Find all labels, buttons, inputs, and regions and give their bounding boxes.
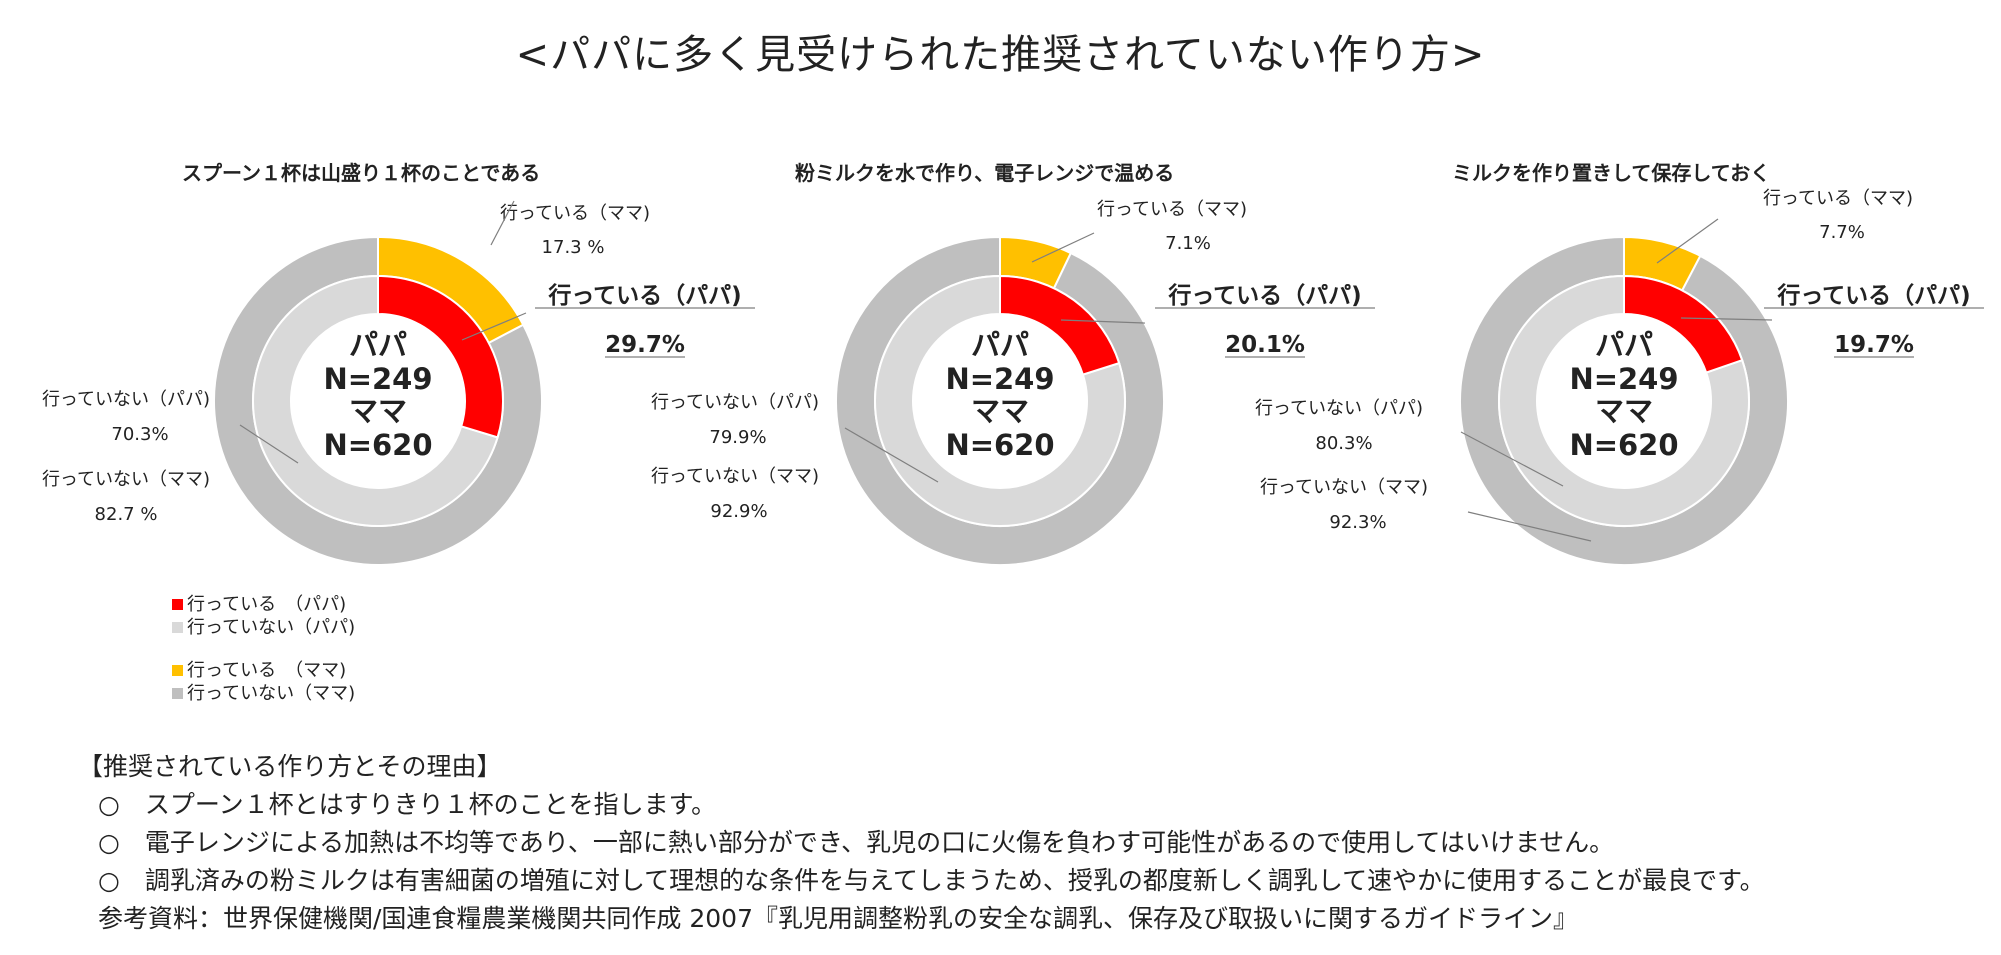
chart-2-center-text: N=249 — [945, 362, 1054, 396]
chart-3-value-papa-not: 80.3% — [1315, 433, 1372, 454]
legend: 行っている （パパ) 行っていない（パパ) 行っている （ママ) 行っていない（… — [172, 593, 355, 705]
chart-2-center-text: N=620 — [945, 428, 1054, 462]
chart-1-title: スプーン１杯は山盛り１杯のことである — [182, 161, 541, 185]
page-title: <パパに多く見受けられた推奨されていない作り方> — [515, 32, 1486, 78]
chart-3-label-papa-not: 行っていない（パパ) — [1255, 398, 1423, 419]
chart-2-leader-mama-doing — [1031, 232, 1095, 263]
chart-2-value-mama-not: 92.9% — [710, 501, 767, 522]
chart-2-value-mama-doing: 7.1% — [1165, 233, 1211, 254]
chart-2-center-text: パパ — [971, 328, 1029, 362]
chart-3-title: ミルクを作り置きして保存しておく — [1452, 161, 1771, 185]
chart-1-value-papa-doing: 29.7% — [605, 332, 685, 358]
chart-3-leader-papa-doing — [1680, 317, 1773, 321]
chart-3-center-text: N=249 — [1569, 362, 1678, 396]
chart-3-center-text: N=620 — [1569, 428, 1678, 462]
note-item-3: ○ 調乳済みの粉ミルクは有害細菌の増殖に対して理想的な条件を与えてしまうため、授… — [98, 866, 1765, 895]
chart-2-title: 粉ミルクを水で作り、電子レンジで温める — [795, 161, 1175, 185]
chart-1-leader-papa-doing — [461, 312, 527, 341]
chart-3-value-papa-doing: 19.7% — [1834, 332, 1914, 358]
legend-swatch — [172, 599, 183, 610]
legend-swatch — [172, 665, 183, 676]
recommendation-notes: 【推奨されている作り方とその理由】 ○ スプーン１杯とはすりきり１杯のことを指し… — [78, 748, 1765, 938]
chart-2-value-papa-doing: 20.1% — [1225, 332, 1305, 358]
chart-1-slice-papa-not — [252, 274, 499, 527]
chart-3-value-mama-not: 92.3% — [1329, 512, 1386, 533]
chart-3-label-mama-doing: 行っている（ママ) — [1763, 188, 1913, 209]
chart-3-center-text: ママ — [1595, 394, 1653, 428]
chart-2-slice-papa-doing — [999, 274, 1121, 376]
chart-1-value-mama-not: 82.7 % — [95, 504, 158, 525]
chart-3-label-mama-not: 行っていない（ママ) — [1260, 477, 1428, 498]
legend-swatch — [172, 622, 183, 633]
chart-1-leader-mama-doing — [490, 200, 515, 246]
chart-3-label-papa-doing: 行っている（パパ) — [1776, 282, 1970, 309]
chart-2-value-papa-not: 79.9% — [709, 427, 766, 448]
chart-3-center-text: パパ — [1595, 328, 1653, 362]
chart-1-label-papa-not: 行っていない（パパ) — [42, 389, 210, 410]
chart-1-slice-papa-doing — [377, 274, 504, 439]
legend-label: 行っている （ママ) — [187, 660, 347, 681]
chart-2-label-mama-not: 行っていない（ママ) — [651, 466, 819, 487]
legend-label: 行っている （パパ) — [187, 594, 347, 615]
chart-1-label-mama-doing: 行っている（ママ) — [500, 203, 650, 224]
chart-3-value-mama-doing: 7.7% — [1819, 222, 1865, 243]
note-item-1: ○ スプーン１杯とはすりきり１杯のことを指します。 — [98, 790, 717, 819]
reference-source: 参考資料：世界保健機関/国連食糧農業機関共同作成 2007『乳児用調整粉乳の安全… — [98, 904, 1578, 933]
chart-3-leader-mama-not — [1467, 511, 1592, 542]
chart-2-label-mama-doing: 行っている（ママ) — [1097, 199, 1247, 220]
chart-1-leader-papa-not — [239, 424, 299, 464]
chart-2-label-papa-not: 行っていない（パパ) — [651, 392, 819, 413]
chart-3-leader-papa-not — [1460, 431, 1564, 487]
chart-1-center-text: パパ — [349, 328, 407, 362]
chart-2-leader-papa-not — [844, 427, 939, 483]
chart-2-slice-papa-not — [874, 274, 1126, 527]
legend-item-mama-not: 行っていない（ママ) — [172, 682, 355, 705]
legend-item-mama-doing: 行っている （ママ) — [172, 659, 355, 682]
chart-3-leader-mama-doing — [1656, 218, 1719, 264]
legend-item-papa-doing: 行っている （パパ) — [172, 593, 355, 616]
notes-heading: 【推奨されている作り方とその理由】 — [78, 752, 502, 781]
note-item-2: ○ 電子レンジによる加熱は不均等であり、一部に熱い部分ができ、乳児の口に火傷を負… — [98, 828, 1615, 857]
chart-1-value-mama-doing: 17.3 % — [542, 237, 605, 258]
legend-item-papa-not: 行っていない（パパ) — [172, 616, 355, 639]
chart-1-label-papa-doing: 行っている（パパ) — [547, 282, 741, 309]
legend-label: 行っていない（パパ) — [187, 617, 356, 638]
chart-1-center-text: N=620 — [323, 428, 432, 462]
chart-1-label-mama-not: 行っていない（ママ) — [42, 469, 210, 490]
chart-2-label-papa-doing: 行っている（パパ) — [1167, 282, 1361, 309]
legend-swatch — [172, 688, 183, 699]
chart-2-leader-papa-doing — [1060, 319, 1146, 324]
chart-3-slice-papa-doing — [1623, 274, 1744, 374]
chart-3-slice-papa-not — [1498, 274, 1750, 527]
legend-label: 行っていない（ママ) — [187, 683, 356, 704]
chart-1-value-papa-not: 70.3% — [111, 424, 168, 445]
chart-1-center-text: N=249 — [323, 362, 432, 396]
chart-2-center-text: ママ — [971, 394, 1029, 428]
chart-1-center-text: ママ — [349, 394, 407, 428]
